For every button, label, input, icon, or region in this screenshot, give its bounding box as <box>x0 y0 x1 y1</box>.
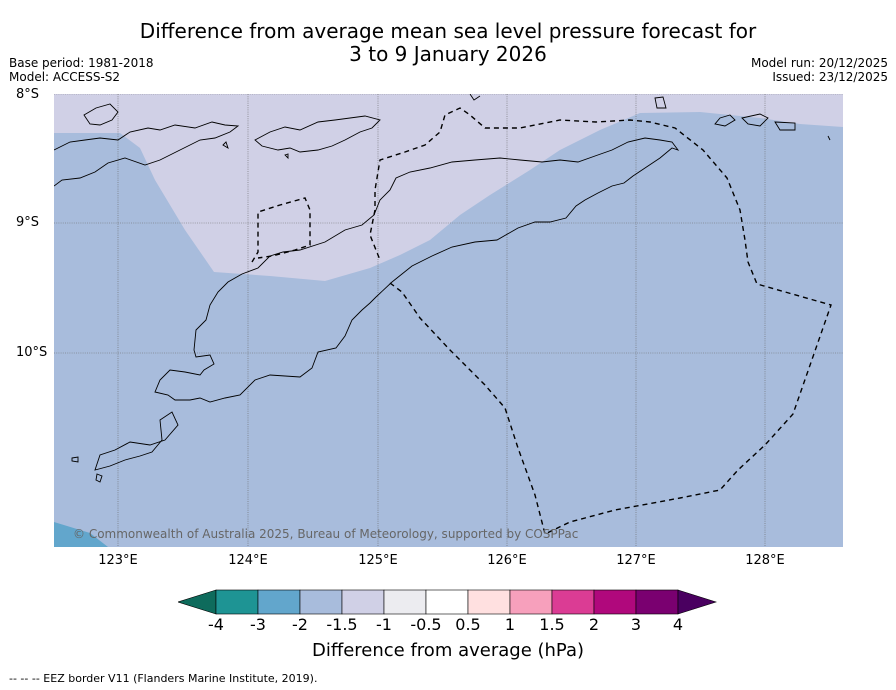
colorbar <box>178 589 717 615</box>
model-run: Model run: 20/12/2025 <box>750 56 888 70</box>
colorbar-segment <box>257 589 301 615</box>
colorbar-segment <box>635 589 679 615</box>
wetar-coast <box>714 113 796 131</box>
colorbar-tick-label: 0.5 <box>455 615 481 634</box>
colorbar-arrow-high <box>677 589 717 615</box>
eez-border <box>251 107 832 536</box>
colorbar-segment <box>593 589 637 615</box>
colorbar-segment <box>383 589 427 615</box>
title-line-2: 3 to 9 January 2026 <box>349 42 547 66</box>
anomaly-band-minus3 <box>54 522 108 547</box>
title-line-1: Difference from average mean sea level p… <box>139 19 757 43</box>
rote-coast <box>83 103 119 126</box>
flores-coast <box>54 121 240 187</box>
islet-far-east <box>827 135 831 141</box>
copyright-notice: © Commonwealth of Australia 2025, Bureau… <box>73 527 579 541</box>
eez-outline-east <box>369 107 832 536</box>
colorbar-tick-label: 1 <box>504 615 516 634</box>
colorbar-tick-label: 1.5 <box>539 615 565 634</box>
lon-label-128e: 128°E <box>745 553 785 568</box>
colorbar-tick-label: -1 <box>376 615 392 634</box>
colorbar-tick-label: 2 <box>588 615 600 634</box>
model-name: Model: ACCESS-S2 <box>9 70 121 84</box>
small-island-north <box>654 96 667 109</box>
meta-right: Model run: 20/12/2025 Issued: 23/12/2025 <box>751 56 888 84</box>
timor-island-coast <box>154 137 680 403</box>
colorbar-segment <box>467 589 511 615</box>
lat-label-9s: 9°S <box>16 215 40 230</box>
eez-enclave-oecusse <box>251 197 311 263</box>
colorbar-tick-label: 4 <box>672 615 684 634</box>
colorbar-segment <box>509 589 553 615</box>
colorbar-arrow-low <box>178 589 217 615</box>
lat-label-10s: 10°S <box>16 345 48 360</box>
colorbar-segment <box>215 589 259 615</box>
lat-label-8s: 8°S <box>16 87 40 102</box>
alor-coast <box>254 115 381 153</box>
base-period: Base period: 1981-2018 <box>9 56 154 70</box>
colorbar-tick-label: -2 <box>292 615 308 634</box>
colorbar-segment <box>299 589 343 615</box>
lon-label-123e: 123°E <box>98 553 138 568</box>
small-island-north2 <box>469 94 481 101</box>
chart-title: Difference from average mean sea level p… <box>0 20 896 66</box>
sumba-south-coast <box>94 411 179 471</box>
eez-legend-note: -- -- -- EEZ border V11 (Flanders Marine… <box>9 672 318 685</box>
lon-label-127e: 127°E <box>616 553 656 568</box>
lon-label-124e: 124°E <box>228 553 268 568</box>
colorbar-segment <box>425 589 469 615</box>
issued-date: Issued: 23/12/2025 <box>772 70 888 84</box>
colorbar-label: Difference from average (hPa) <box>311 640 585 661</box>
small-island-sw <box>71 456 103 483</box>
coastlines <box>54 94 831 483</box>
islet-west <box>222 141 289 160</box>
colorbar-tick-label: -3 <box>250 615 266 634</box>
colorbar-tick-label: 3 <box>630 615 642 634</box>
lon-label-126e: 126°E <box>487 553 527 568</box>
colorbar-tick-label: -1.5 <box>326 615 358 634</box>
colorbar-tick-label: -0.5 <box>410 615 442 634</box>
lon-label-125e: 125°E <box>358 553 398 568</box>
colorbar-segment <box>341 589 385 615</box>
colorbar-tick-label: -4 <box>208 615 224 634</box>
anomaly-band-minus1-5 <box>54 94 843 281</box>
map-panel <box>54 94 843 547</box>
colorbar-segment <box>551 589 595 615</box>
meta-left: Base period: 1981-2018 Model: ACCESS-S2 <box>9 56 154 84</box>
